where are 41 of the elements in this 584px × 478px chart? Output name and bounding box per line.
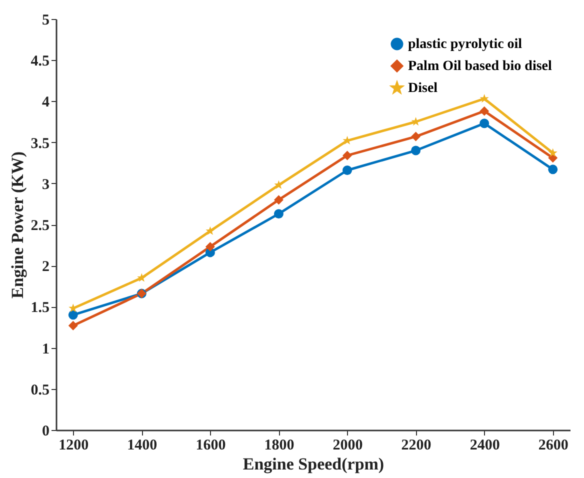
x-tick-label: 1200 <box>58 438 89 454</box>
point <box>480 106 490 116</box>
point <box>480 118 490 128</box>
point <box>548 164 558 174</box>
legend-label: Disel <box>408 81 438 96</box>
x-tick-label: 1600 <box>196 438 226 454</box>
x-tick-label: 1400 <box>127 438 158 454</box>
point <box>411 132 421 142</box>
y-axis-title: Engine Power (KW) <box>8 151 27 299</box>
y-tick-label: 4 <box>42 94 50 111</box>
x-tick-label: 1800 <box>264 438 294 454</box>
y-tick-label: 3 <box>42 176 50 193</box>
point <box>411 146 421 156</box>
y-tick-label: 0.5 <box>30 382 50 398</box>
point <box>206 226 215 235</box>
legend-label: plastic pyrolytic oil <box>408 37 522 52</box>
x-tick-label: 2200 <box>401 438 432 454</box>
point <box>274 209 284 219</box>
point <box>68 310 78 320</box>
x-tick-label: 2400 <box>470 438 500 454</box>
legend-label: Palm Oil based bio disel <box>408 59 552 74</box>
x-tick-label: 2600 <box>538 438 568 454</box>
point <box>274 195 284 205</box>
y-tick-label: 0 <box>42 424 50 440</box>
y-tick-label: 2.5 <box>30 218 50 234</box>
point <box>205 242 215 252</box>
x-tick-label: 2000 <box>332 438 363 454</box>
y-tick-label: 4.5 <box>30 54 50 70</box>
point <box>342 150 352 160</box>
point <box>137 273 146 282</box>
y-tick-label: 3.5 <box>30 136 50 152</box>
point <box>68 320 78 330</box>
point <box>274 180 284 189</box>
point <box>342 166 352 175</box>
y-tick-label: 2 <box>42 259 50 276</box>
point <box>480 94 489 103</box>
y-tick-label: 1.5 <box>30 300 50 316</box>
y-tick-label: 1 <box>42 341 50 358</box>
y-tick-label: 5 <box>42 12 50 28</box>
x-axis-title: Engine Speed(rpm) <box>242 454 384 474</box>
point <box>548 148 558 157</box>
